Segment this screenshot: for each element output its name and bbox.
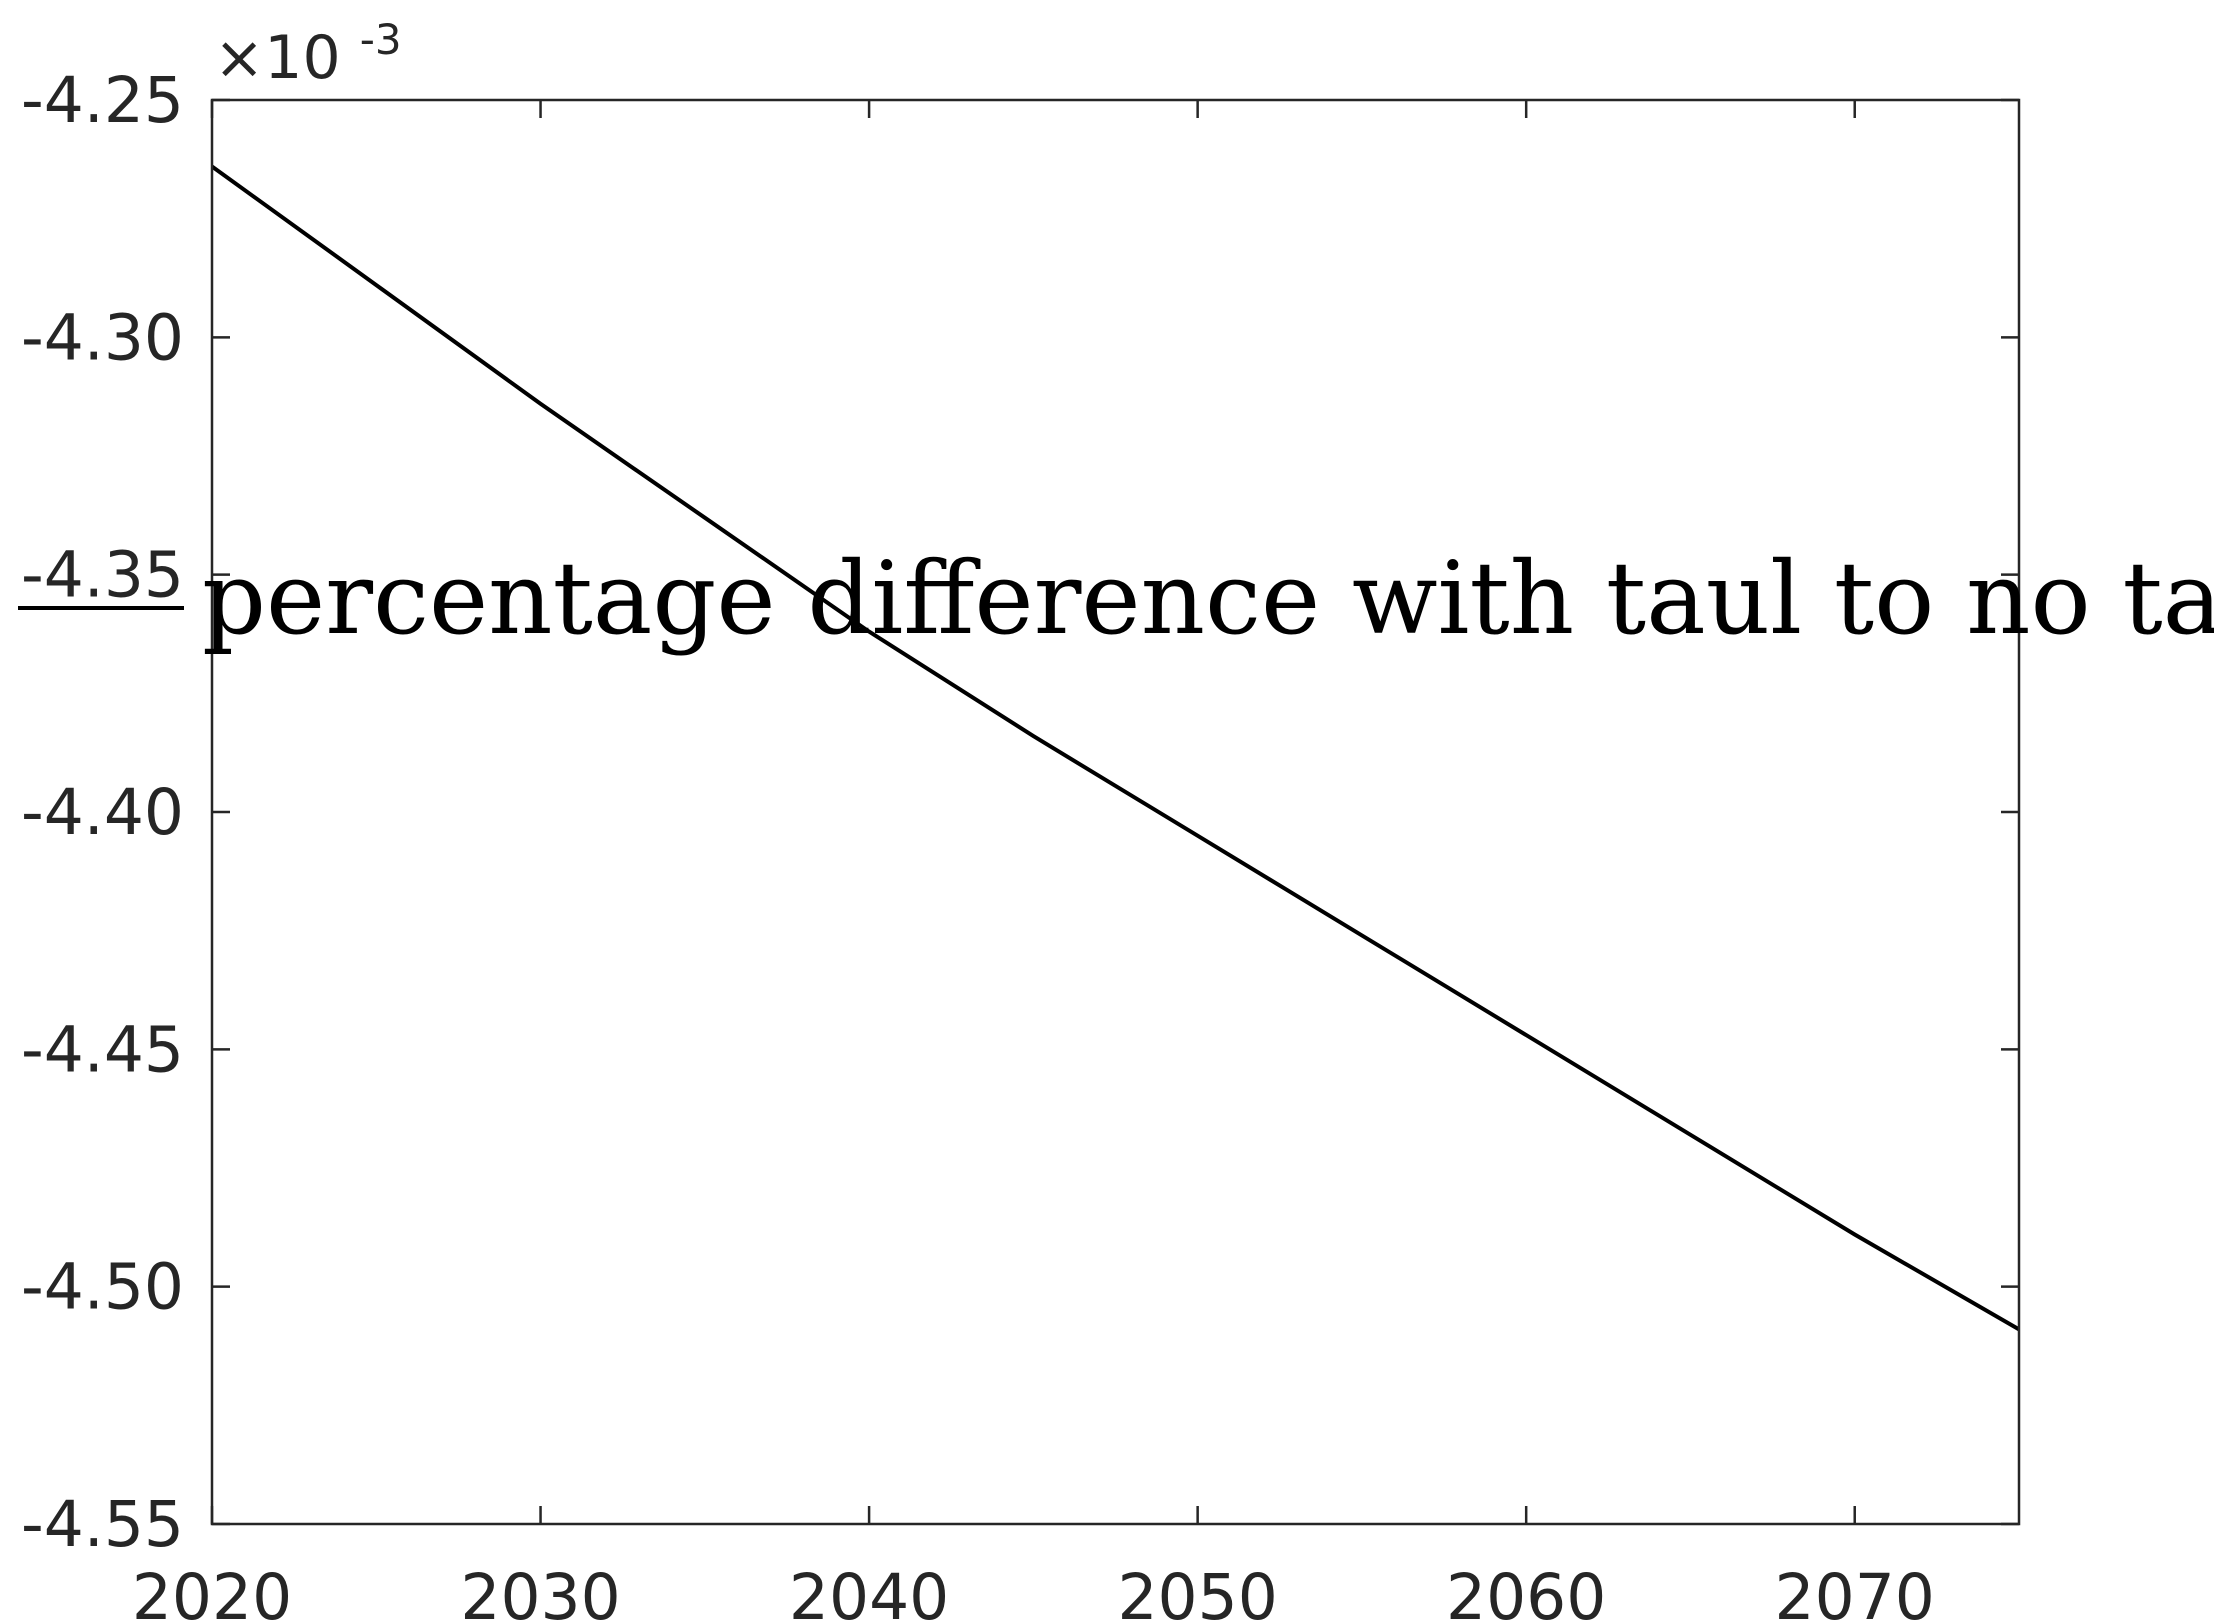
plot-frame [210, 98, 2021, 1526]
legend: percentage difference with taul to no ta… [18, 540, 2214, 657]
x-tick-labels: 2020 2030 2040 2050 2060 2070 [132, 1561, 1935, 1622]
y-tick-label: -4.25 [21, 64, 184, 137]
y-tick-label: -4.55 [21, 1488, 184, 1561]
y-tick-label: -4.40 [21, 776, 184, 849]
x-tick-label: 2070 [1775, 1561, 1935, 1622]
series-line [210, 164, 2021, 1332]
y-axis-multiplier-base: ×10 [214, 23, 341, 93]
y-tick-label: -4.50 [21, 1251, 184, 1324]
y-tick-label: -4.45 [21, 1013, 184, 1086]
y-tick-marks [212, 98, 2019, 1526]
x-tick-label: 2040 [789, 1561, 949, 1622]
x-tick-label: 2050 [1117, 1561, 1277, 1622]
y-tick-label: -4.35 [21, 539, 184, 612]
series-layer [210, 164, 2021, 1332]
y-axis-multiplier: ×10 -3 [214, 15, 402, 93]
y-tick-label: -4.30 [21, 301, 184, 374]
x-tick-label: 2060 [1446, 1561, 1606, 1622]
x-tick-marks [210, 100, 1856, 1524]
y-tick-labels: -4.25 -4.30 -4.35 -4.40 -4.45 -4.50 -4.55 [21, 64, 184, 1561]
x-tick-label: 2030 [460, 1561, 620, 1622]
x-tick-label: 2020 [132, 1561, 292, 1622]
y-axis-multiplier-exponent: -3 [360, 15, 402, 64]
legend-entry-label: percentage difference with taul to no ta… [202, 540, 2214, 657]
